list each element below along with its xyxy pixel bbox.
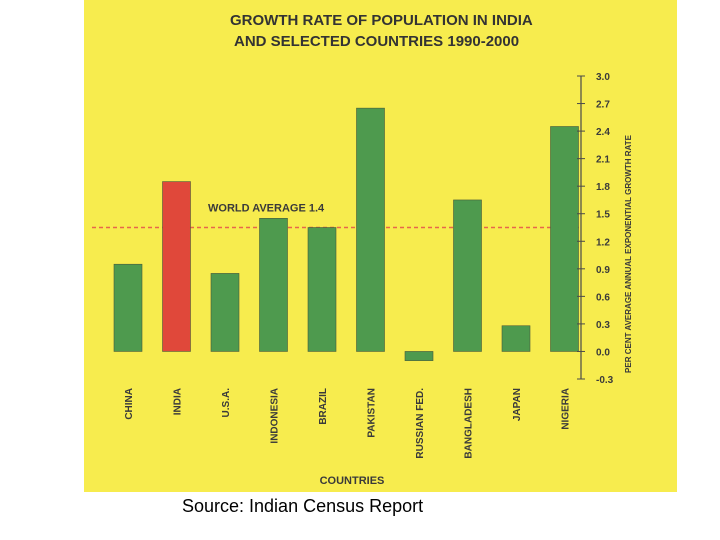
category-label: BRAZIL (318, 388, 329, 425)
category-label: INDONESIA (270, 388, 281, 444)
y-tick-label: 1.2 (596, 237, 610, 248)
y-axis-title: PER CENT AVERAGE ANNUAL EXPONENTIAL GROW… (624, 134, 633, 373)
category-label: CHINA (124, 388, 135, 420)
y-tick-label: 0.9 (596, 265, 610, 276)
y-tick-label: -0.3 (596, 375, 614, 386)
y-tick-label: 1.5 (596, 210, 610, 221)
source-caption: Source: Indian Census Report (182, 496, 424, 516)
category-label: INDIA (173, 388, 184, 415)
bar-bangladesh (453, 199, 482, 352)
category-label: JAPAN (512, 388, 523, 421)
chart-title-line-2: AND SELECTED COUNTRIES 1990-2000 (234, 33, 519, 50)
y-tick-label: 1.8 (596, 182, 610, 193)
category-label: BANGLADESH (464, 388, 475, 459)
y-tick-label: 2.7 (596, 100, 610, 111)
y-axis: 3.0 2.7 2.4 2.1 1.8 1.5 1.2 0.9 0.6 0.3 0.0 -0.3 (577, 72, 614, 386)
world-average-label: WORLD AVERAGE 1.4 (208, 203, 325, 215)
bar-china (113, 263, 143, 352)
y-tick-label: 0.0 (596, 347, 610, 358)
x-axis-title: COUNTRIES (320, 475, 385, 487)
category-label: U.S.A. (221, 388, 232, 418)
bar-brazil (307, 227, 337, 352)
bar-russian-fed (404, 351, 434, 361)
bars-group (113, 107, 579, 361)
bar-japan (501, 325, 531, 352)
bar-chart: GROWTH RATE OF POPULATION IN INDIA AND S… (92, 12, 633, 487)
y-tick-label: 2.4 (596, 127, 610, 138)
y-tick-label: 3.0 (596, 72, 610, 83)
bar-pakistan (356, 107, 385, 352)
chart-panel: GROWTH RATE OF POPULATION IN INDIA AND S… (84, 0, 677, 492)
category-label: RUSSIAN FED. (415, 388, 426, 459)
y-tick-label: 0.3 (596, 320, 610, 331)
bar-indonesia (259, 218, 288, 352)
y-tick-label: 2.1 (596, 155, 610, 166)
y-tick-label: 0.6 (596, 292, 610, 303)
chart-title-line-1: GROWTH RATE OF POPULATION IN INDIA (230, 12, 533, 29)
category-labels: CHINA INDIA U.S.A. INDONESIA BRAZIL PAKISTAN R… (124, 388, 572, 459)
bar-india (162, 181, 191, 352)
reference-line-group: WORLD AVERAGE 1.4 (92, 203, 581, 229)
category-label: PAKISTAN (367, 388, 378, 438)
category-label: NIGERIA (561, 388, 572, 430)
bar-u-s-a (210, 273, 240, 352)
bar-nigeria (550, 126, 579, 352)
